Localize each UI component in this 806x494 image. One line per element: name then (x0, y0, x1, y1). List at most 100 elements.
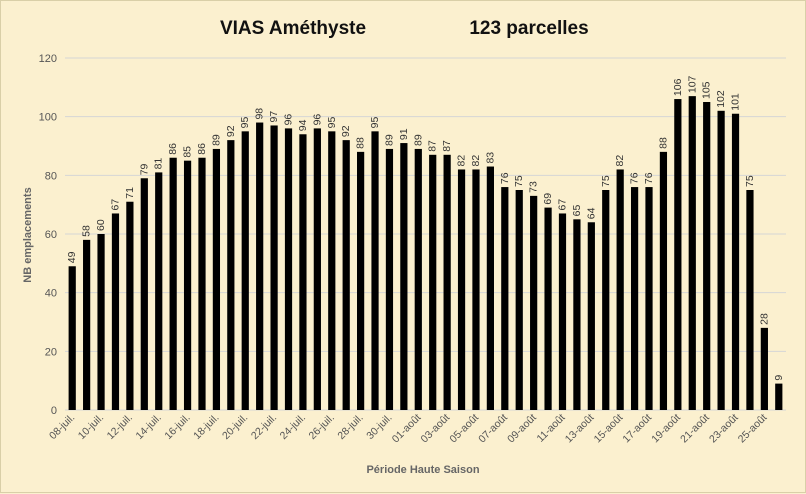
data-label: 81 (153, 158, 165, 170)
y-tick-label: 0 (51, 405, 57, 417)
bar (212, 148, 221, 410)
data-label: 97 (268, 111, 280, 123)
data-label: 88 (657, 137, 669, 149)
data-label: 98 (254, 108, 266, 120)
bar (659, 151, 668, 410)
bar (270, 125, 278, 410)
bar (83, 239, 91, 410)
x-tick-label: 28-juil. (335, 412, 365, 442)
bar (284, 128, 293, 410)
bar (313, 128, 321, 410)
bar (357, 151, 365, 410)
data-label: 95 (369, 116, 381, 128)
data-label: 75 (513, 175, 525, 187)
data-label: 92 (225, 125, 237, 137)
bar (155, 172, 163, 410)
data-label: 88 (355, 137, 367, 149)
bar (169, 157, 177, 410)
bar (688, 96, 696, 410)
bar (140, 178, 148, 410)
data-label: 75 (600, 175, 612, 187)
bar (385, 148, 394, 410)
data-label: 65 (571, 204, 583, 216)
bar (645, 187, 653, 410)
y-tick-label: 60 (45, 229, 57, 241)
data-label: 69 (542, 193, 554, 205)
bar (760, 327, 768, 410)
data-label: 89 (210, 134, 222, 146)
data-label: 58 (81, 225, 93, 237)
data-label: 67 (556, 199, 568, 211)
bar (746, 190, 754, 410)
bar (530, 195, 538, 410)
data-label: 67 (109, 199, 121, 211)
chart-title: VIAS Améthyste (220, 18, 366, 39)
data-label: 82 (470, 155, 482, 167)
chart-subtitle: 123 parcelles (469, 18, 588, 39)
bar (400, 143, 408, 411)
x-tick-label: 16-juil. (162, 412, 192, 442)
x-tick-label: 12-juil. (105, 412, 135, 442)
x-tick-label: 10-juil. (76, 412, 106, 442)
bar (674, 99, 682, 411)
y-axis-title: NB emplacements (22, 187, 34, 282)
data-label: 105 (701, 81, 713, 99)
data-label: 76 (499, 172, 511, 184)
bar (573, 219, 581, 410)
x-tick-label: 03-août (419, 412, 453, 446)
x-tick-label: 13-août (563, 412, 597, 446)
bar (731, 113, 740, 410)
data-label: 82 (456, 155, 468, 167)
data-label: 75 (744, 175, 756, 187)
bar (616, 169, 624, 410)
bars (68, 96, 783, 411)
x-tick-label: 23-août (707, 412, 741, 446)
bar (371, 131, 379, 411)
x-tick-label: 07-août (476, 412, 510, 446)
data-label: 49 (66, 251, 78, 263)
bar (443, 154, 451, 410)
x-axis-ticks: 08-juil.10-juil.12-juil.14-juil.16-juil.… (47, 412, 770, 446)
data-label: 28 (758, 313, 770, 325)
bar (342, 140, 350, 410)
data-label: 9 (773, 375, 785, 381)
data-label: 86 (196, 143, 208, 155)
x-tick-label: 14-juil. (133, 412, 163, 442)
y-tick-label: 100 (39, 112, 57, 124)
data-label: 64 (585, 207, 597, 219)
bar (126, 201, 134, 410)
bar (587, 222, 595, 410)
bar (703, 102, 711, 410)
bar (457, 169, 466, 410)
bar (198, 157, 206, 410)
x-tick-label: 18-juil. (191, 412, 221, 442)
data-label: 101 (730, 93, 742, 111)
x-tick-label: 26-juil. (307, 412, 337, 442)
data-label: 89 (412, 134, 424, 146)
data-label: 86 (167, 143, 179, 155)
x-tick-label: 11-août (534, 412, 567, 445)
bar (486, 166, 494, 410)
x-tick-label: 05-août (447, 412, 481, 446)
data-label: 102 (715, 90, 727, 108)
bar (630, 187, 639, 410)
data-label: 87 (441, 140, 453, 152)
data-label: 96 (311, 114, 323, 126)
x-tick-label: 22-juil. (249, 412, 279, 442)
data-label: 71 (124, 187, 136, 199)
y-tick-label: 80 (45, 170, 57, 182)
bar (775, 383, 783, 410)
bar (515, 190, 523, 410)
bar (241, 131, 249, 411)
data-label: 95 (239, 116, 251, 128)
y-tick-label: 40 (45, 288, 57, 300)
bar (544, 207, 552, 410)
data-label: 87 (427, 140, 439, 152)
data-label: 94 (297, 119, 309, 131)
bar (328, 131, 336, 411)
data-label: 83 (484, 152, 496, 164)
data-label: 96 (283, 114, 295, 126)
x-tick-label: 09-août (505, 412, 539, 446)
bar (256, 122, 264, 411)
